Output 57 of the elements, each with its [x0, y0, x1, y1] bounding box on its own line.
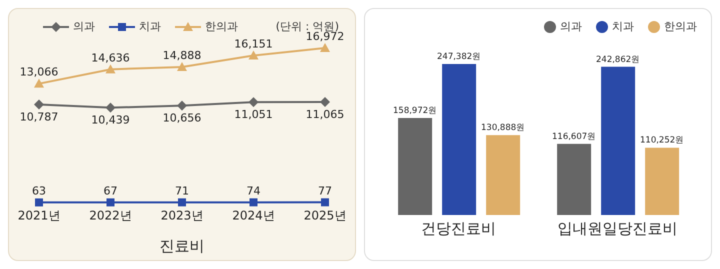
point	[177, 62, 187, 72]
data-label: 13,066	[20, 66, 58, 79]
data-label: 10,439	[91, 113, 130, 126]
data-label: 11,051	[234, 108, 273, 121]
point	[34, 78, 44, 88]
point	[106, 102, 116, 113]
data-label: 14,636	[91, 51, 130, 64]
point	[35, 198, 43, 206]
bar	[557, 144, 592, 215]
bar	[398, 118, 432, 215]
point	[321, 198, 329, 206]
data-label: 11,065	[306, 108, 344, 121]
bar	[601, 66, 636, 215]
x-tick-label: 2021년	[18, 208, 60, 223]
data-label: 14,888	[162, 49, 202, 62]
data-label: 16,151	[234, 38, 273, 50]
legend-label: 의과	[72, 19, 95, 34]
point	[320, 96, 330, 107]
legend-label: 치과	[611, 19, 634, 34]
data-label: 71	[175, 184, 189, 198]
data-label: 67	[104, 184, 118, 198]
legend-label: 한의과	[663, 19, 697, 34]
data-label: 74	[246, 184, 260, 198]
x-tick-label: 2024년	[232, 208, 275, 223]
point	[106, 64, 116, 74]
data-label: 77	[318, 184, 332, 198]
data-label: 130,888원	[481, 123, 526, 134]
data-label: 10,787	[20, 110, 58, 124]
point	[248, 50, 258, 60]
data-label: 16,972	[306, 30, 344, 43]
legend-label: 한의과	[204, 19, 238, 34]
data-label: 158,972원	[393, 106, 438, 116]
bar	[442, 64, 476, 215]
point	[248, 97, 258, 108]
data-label: 110,252원	[640, 136, 684, 146]
x-tick-label: 2022년	[89, 208, 132, 223]
text: (단위 : 억원)	[276, 19, 339, 33]
point	[320, 43, 330, 52]
data-label: 116,607원	[552, 132, 596, 142]
x-tick-label: 입내원일당진료비	[558, 220, 678, 238]
x-tick-label: 2023년	[160, 208, 204, 223]
legend-label: 의과	[559, 19, 582, 34]
x-tick-label: 2025년	[304, 208, 346, 223]
data-label: 63	[32, 184, 46, 198]
point	[250, 198, 258, 206]
point	[34, 99, 44, 110]
data-label: 242,862원	[596, 54, 640, 65]
data-label: 247,382원	[437, 52, 482, 62]
x-tick-label: 건당진료비	[421, 220, 496, 238]
bar	[645, 148, 680, 215]
bar	[486, 135, 520, 215]
point	[178, 198, 186, 206]
data-label: 10,656	[162, 111, 202, 124]
point	[106, 198, 114, 206]
x-axis-title: 진료비	[160, 237, 204, 255]
point	[177, 100, 187, 111]
legend-label: 치과	[138, 19, 161, 34]
